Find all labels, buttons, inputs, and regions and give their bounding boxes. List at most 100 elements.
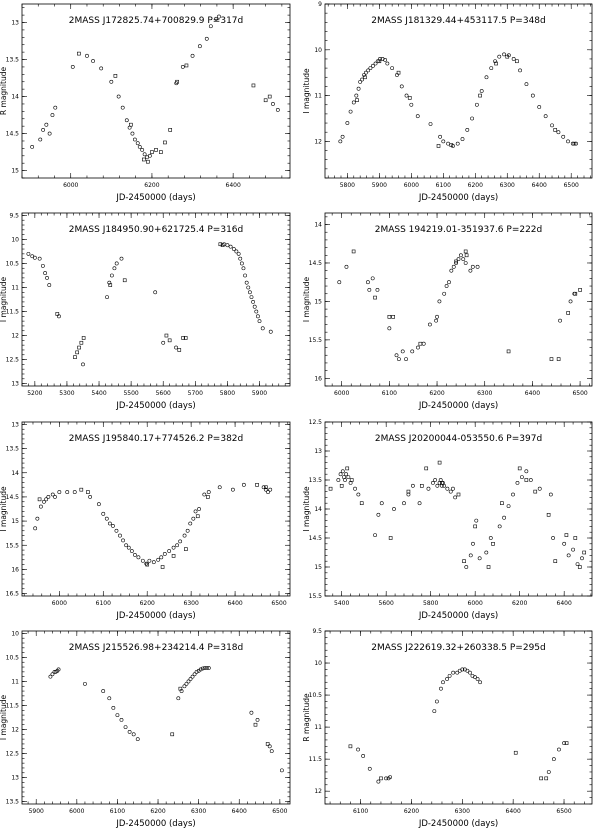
data-point — [426, 486, 431, 491]
data-point — [418, 341, 423, 346]
data-point — [47, 283, 52, 287]
data-point — [255, 483, 259, 487]
data-point — [137, 145, 142, 149]
data-point — [116, 94, 121, 99]
data-point — [473, 675, 477, 680]
data-point — [204, 36, 209, 41]
y-axis-label: R magnitude — [302, 693, 311, 742]
data-point — [361, 754, 366, 758]
x-tick-label: 6300 — [455, 808, 470, 815]
data-point — [344, 264, 349, 269]
data-point — [438, 134, 443, 139]
data-point — [478, 680, 483, 685]
data-point — [109, 79, 114, 84]
data-point — [549, 357, 554, 361]
data-point — [474, 102, 479, 107]
data-point — [86, 490, 90, 494]
data-point — [435, 483, 440, 488]
data-point — [168, 128, 173, 132]
y-tick-label: 12 — [11, 333, 19, 340]
data-point — [118, 533, 122, 538]
y-axis-label: I magnitude — [302, 486, 311, 532]
y-tick-label: 16.5 — [6, 591, 20, 598]
data-point — [111, 705, 116, 710]
data-point — [471, 541, 475, 546]
y-tick-label: 11 — [314, 93, 322, 100]
data-point — [135, 737, 140, 742]
data-point — [197, 44, 202, 49]
data-point — [217, 485, 222, 490]
panel-title: 2MASS J215526.98+234214.4 P=318d — [69, 643, 243, 653]
x-tick-label: 6400 — [232, 808, 247, 815]
data-point — [70, 65, 75, 69]
data-point — [511, 492, 515, 497]
y-tick-label: 13.5 — [309, 477, 323, 484]
data-point — [360, 77, 364, 82]
data-point — [445, 677, 449, 681]
data-point — [344, 472, 349, 477]
data-point — [464, 565, 469, 569]
data-point — [206, 490, 211, 494]
x-tick-label: 6000 — [52, 600, 67, 607]
data-point — [568, 299, 573, 304]
data-point — [558, 318, 562, 323]
data-point — [225, 243, 230, 248]
x-tick-label: 6500 — [271, 600, 286, 607]
data-point — [111, 524, 115, 528]
data-point — [371, 63, 375, 68]
data-point — [197, 507, 201, 511]
data-point — [129, 122, 133, 127]
x-axis-label: JD-2450000 (days) — [418, 611, 498, 621]
data-point — [175, 543, 179, 548]
data-point — [44, 497, 49, 502]
data-point — [191, 516, 196, 521]
data-point — [564, 533, 569, 537]
data-point — [416, 345, 420, 350]
x-tick-label: 6400 — [226, 182, 241, 189]
data-point — [433, 478, 438, 482]
data-point — [234, 249, 239, 254]
y-tick-label: 11.5 — [6, 309, 20, 316]
data-point — [388, 536, 393, 540]
plot-frame — [324, 3, 593, 179]
data-point — [145, 155, 149, 160]
data-point — [515, 480, 520, 485]
x-tick-label: 6200 — [404, 808, 419, 815]
data-point — [468, 268, 473, 273]
data-point — [364, 70, 368, 75]
data-point — [120, 105, 125, 110]
data-point — [44, 122, 49, 127]
data-point — [267, 94, 272, 99]
data-point — [96, 502, 101, 507]
y-tick-label: 14 — [11, 94, 19, 101]
data-point — [79, 487, 84, 492]
data-point — [206, 666, 211, 670]
data-point — [513, 750, 518, 755]
plot-frame — [21, 212, 291, 387]
data-point — [83, 681, 87, 686]
x-tick-label: 5900 — [29, 808, 44, 815]
y-axis-label: I magnitude — [302, 277, 311, 323]
data-point — [35, 516, 40, 521]
data-point — [351, 100, 356, 105]
data-point — [366, 68, 371, 73]
data-point — [491, 541, 495, 546]
data-point — [178, 686, 183, 691]
data-point — [373, 533, 377, 538]
data-point — [551, 536, 555, 540]
data-point — [373, 61, 378, 66]
x-tick-label: 5800 — [340, 182, 355, 189]
x-tick-label: 5600 — [156, 390, 171, 397]
data-point — [421, 341, 426, 346]
data-point — [184, 681, 189, 686]
data-point — [442, 291, 447, 296]
data-point — [238, 256, 243, 261]
data-point — [468, 670, 472, 675]
data-point — [50, 113, 55, 117]
data-point — [260, 326, 265, 331]
data-point — [85, 53, 89, 58]
data-point — [181, 336, 185, 340]
data-point — [146, 159, 150, 164]
data-point — [456, 492, 461, 497]
